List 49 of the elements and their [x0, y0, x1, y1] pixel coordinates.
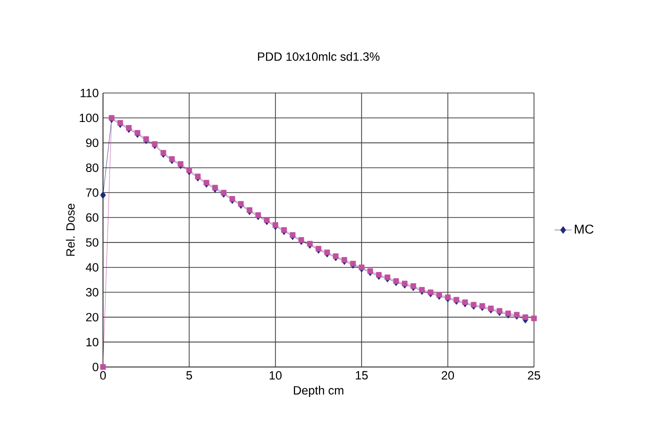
x-tick-label: 0	[100, 371, 106, 380]
legend-label: MC	[574, 224, 594, 234]
point	[367, 268, 374, 274]
y-axis-title: Rel. Dose	[66, 204, 75, 256]
y-tick-label: 80	[86, 163, 98, 172]
y-tick-label: 0	[92, 362, 98, 372]
point	[290, 232, 296, 238]
y-tick-label: 50	[86, 238, 98, 247]
x-tick-label: 10	[270, 371, 282, 380]
point	[143, 136, 149, 142]
point	[204, 180, 210, 186]
point	[246, 207, 252, 213]
y-tick-label: 20	[86, 312, 98, 322]
x-tick-label: 25	[528, 371, 540, 380]
point	[152, 141, 158, 147]
y-tick-label: 100	[80, 114, 98, 122]
point	[281, 227, 287, 233]
y-tick-label: 30	[86, 288, 98, 296]
chart-title: PDD 10x10mlc sd1.3%	[258, 52, 380, 61]
point	[332, 253, 339, 259]
point	[169, 156, 175, 162]
x-tick-label: 5	[186, 371, 192, 380]
x-tick-label: 15	[356, 371, 368, 380]
point	[100, 364, 106, 370]
point	[212, 184, 218, 190]
point	[220, 190, 226, 196]
x-axis-title: Depth cm	[294, 386, 344, 397]
point	[410, 283, 416, 289]
point	[100, 191, 106, 199]
point	[350, 260, 356, 266]
point	[522, 314, 528, 320]
x-tick-label: 20	[442, 371, 454, 380]
point	[264, 217, 270, 223]
point	[307, 240, 313, 246]
y-tick-label: 90	[86, 138, 98, 148]
y-tick-label: 10	[86, 338, 98, 346]
point	[514, 312, 520, 318]
point	[402, 280, 408, 286]
y-tick-label: 70	[86, 188, 98, 197]
point	[272, 222, 278, 228]
point	[178, 161, 184, 167]
point	[531, 316, 537, 322]
point	[316, 246, 322, 252]
point	[393, 278, 399, 284]
point	[255, 212, 261, 218]
y-tick-label: 40	[86, 263, 98, 272]
point	[186, 167, 192, 173]
y-tick-label: 110	[80, 88, 98, 98]
y-tick-label: 60	[86, 213, 98, 222]
